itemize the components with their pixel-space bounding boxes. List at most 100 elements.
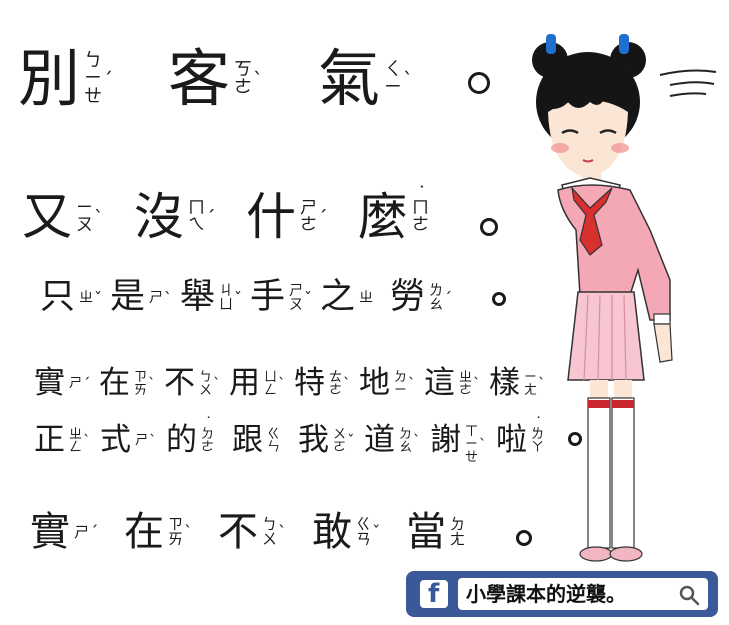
zhuyin-annotation: ㄕㄜ: [300, 200, 317, 234]
tone-mark: ˋ: [83, 432, 91, 450]
tone-mark: ˙: [417, 182, 427, 205]
zhuyin-symbol: ㄩ: [219, 296, 233, 313]
zhuyin-symbol: ㄓ: [359, 289, 373, 306]
zhuyin-annotation: ㄕ: [135, 434, 148, 447]
zhuyin-annotation: ㄉㄜ: [201, 428, 214, 454]
hanzi-character: 在: [99, 365, 130, 401]
period-mark: [468, 72, 490, 94]
zhuyin-annotation: ㄧㄡ: [76, 200, 93, 234]
zhuyin-symbol: ㄍ: [267, 426, 281, 442]
zhuyin-symbol: ㄥ: [264, 382, 278, 398]
zhuyin-symbol: ㄕ: [135, 433, 149, 448]
zhuyin-symbol: ㄞ: [168, 530, 184, 548]
zhuyin-symbol: ㄨ: [199, 382, 213, 398]
zhuyin-symbol: ㄝ: [84, 86, 102, 107]
hanzi-character: 不: [218, 509, 258, 555]
tone-mark: ˋ: [149, 432, 157, 450]
zhuyin-symbol: ㄓ: [459, 369, 473, 385]
hanzi-character: 之: [320, 277, 356, 317]
hanzi-character: 別: [18, 42, 81, 115]
hanzi-character: 勞: [390, 277, 426, 317]
tone-mark: ˋ: [184, 522, 193, 543]
hanzi-character: 特: [294, 365, 325, 401]
zhuyin-symbol: ㄤ: [450, 530, 466, 548]
zhuyin-symbol: ㄜ: [329, 382, 343, 398]
hanzi-character: 手: [250, 277, 286, 317]
facebook-icon: f: [420, 580, 448, 608]
zhuyin-symbol: ㄥ: [69, 439, 83, 455]
tone-mark: ˇ: [234, 288, 242, 308]
tone-mark: ˊ: [103, 68, 113, 92]
hanzi-character: 不: [164, 365, 195, 401]
tone-mark: ˊ: [318, 206, 328, 229]
zhuyin-symbol: ㄗ: [168, 515, 184, 533]
zhuyin-symbol: ㄢ: [356, 530, 372, 548]
search-query-text: 小學課本的逆襲。: [466, 582, 626, 606]
zhuyin-symbol: ㄅ: [199, 369, 213, 385]
zhuyin-symbol: ㄐ: [219, 282, 233, 299]
zhuyin-symbol: ㄩ: [264, 369, 278, 385]
zhuyin-symbol: ㄜ: [459, 382, 473, 398]
zhuyin-symbol: ㄟ: [188, 215, 205, 235]
zhuyin-symbol: ㄡ: [289, 296, 303, 313]
hanzi-character: 地: [359, 365, 390, 401]
hanzi-character: 麼: [358, 188, 408, 246]
zhuyin-symbol: ㄉ: [394, 369, 408, 385]
zhuyin-symbol: ㄜ: [201, 439, 215, 455]
hanzi-character: 跟: [232, 422, 263, 458]
tone-mark: ˙: [204, 413, 213, 432]
zhuyin-symbol: ㄤ: [524, 382, 538, 398]
tone-mark: ˋ: [278, 375, 286, 393]
zhuyin-symbol: ㄡ: [76, 215, 93, 235]
zhuyin-symbol: ㄧ: [524, 369, 538, 385]
tone-mark: ˋ: [94, 206, 104, 229]
tone-mark: ˋ: [278, 522, 287, 543]
zhuyin-symbol: ㄊ: [329, 369, 343, 385]
tone-mark: ˋ: [148, 375, 156, 393]
zhuyin-annotation: ㄉㄤ: [450, 517, 465, 547]
search-field[interactable]: 小學課本的逆襲。: [458, 578, 708, 610]
zhuyin-annotation: ㄇㄟ: [188, 200, 205, 234]
hanzi-character: 敢: [312, 509, 352, 555]
hanzi-character: 舉: [180, 277, 216, 317]
hanzi-character: 當: [406, 509, 446, 555]
zhuyin-symbol: ㄕ: [149, 289, 163, 306]
zhuyin-annotation: ㄐㄩ: [219, 284, 233, 312]
hanzi-character: 實: [30, 509, 70, 555]
zhuyin-annotation: ㄓㄥ: [69, 428, 82, 454]
tone-mark: ˋ: [164, 288, 172, 308]
zhuyin-annotation: ㄕ: [149, 291, 163, 305]
zhuyin-symbol: ㄧ: [394, 382, 408, 398]
zhuyin-annotation: ㄓㄜ: [459, 371, 472, 397]
zhuyin-symbol: ㄗ: [134, 369, 148, 385]
hanzi-character: 正: [34, 422, 65, 458]
tone-mark: ˊ: [83, 375, 91, 393]
zhuyin-symbol: ㄎ: [234, 59, 252, 80]
facebook-search-bar: f 小學課本的逆襲。: [406, 571, 718, 617]
zhuyin-symbol: ㄜ: [300, 215, 317, 235]
zhuyin-symbol: ㄨ: [262, 530, 278, 548]
zhuyin-annotation: ㄅㄧㄝ: [84, 52, 102, 106]
tone-mark: ˊ: [444, 288, 452, 308]
hanzi-character: 式: [100, 422, 131, 458]
period-mark: [492, 292, 506, 306]
zhuyin-symbol: ㄜ: [234, 77, 252, 98]
period-mark: [480, 218, 498, 236]
zhuyin-annotation: ㄉㄧ: [394, 371, 407, 397]
zhuyin-symbol: ㄍ: [356, 515, 372, 533]
zhuyin-annotation: ㄎㄜ: [234, 61, 252, 97]
tone-mark: ˋ: [479, 436, 487, 454]
hanzi-character: 道: [364, 422, 395, 458]
tone-mark: ˇ: [94, 288, 102, 308]
hanzi-character: 氣: [318, 42, 381, 115]
zhuyin-annotation: ㄉㄠ: [399, 428, 412, 454]
tone-mark: ˋ: [473, 375, 481, 393]
zhuyin-annotation: ㄇㄜ: [412, 200, 429, 234]
search-icon[interactable]: [678, 584, 700, 606]
zhuyin-annotation: ㄌㄚ: [531, 428, 544, 454]
hanzi-character: 這: [424, 365, 455, 401]
zhuyin-annotation: ㄅㄨ: [199, 371, 212, 397]
zhuyin-annotation: ㄍㄢ: [356, 517, 371, 547]
zhuyin-symbol: ㄕ: [289, 282, 303, 299]
zhuyin-symbol: ㄓ: [69, 426, 83, 442]
